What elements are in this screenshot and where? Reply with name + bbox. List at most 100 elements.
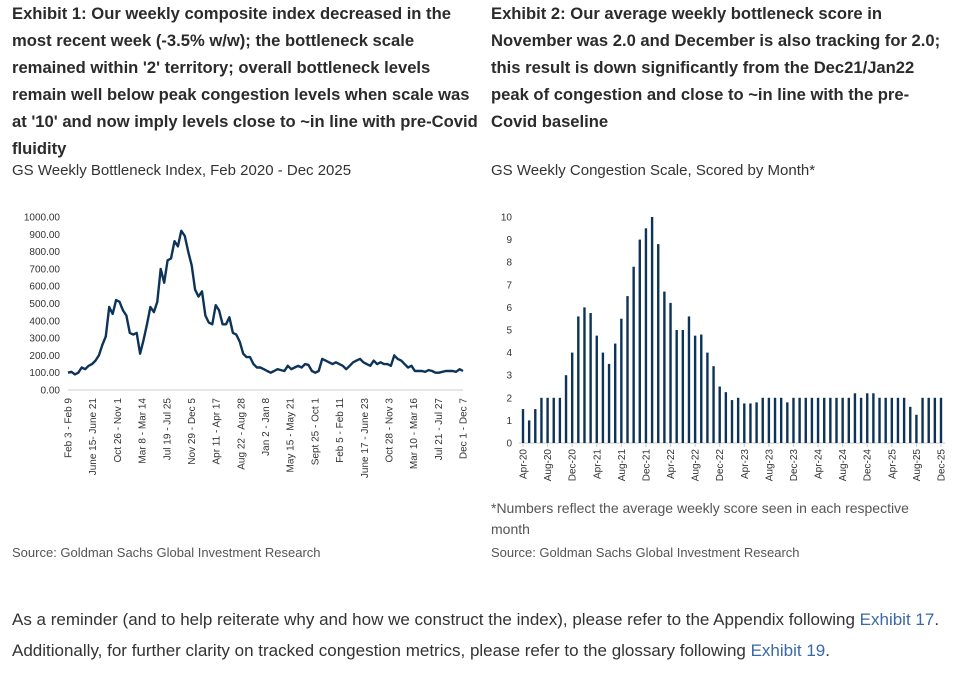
congestion-bar bbox=[601, 352, 605, 443]
exhibit-17-link[interactable]: Exhibit 17 bbox=[859, 610, 935, 629]
congestion-bar bbox=[614, 343, 617, 443]
congestion-bar bbox=[859, 397, 863, 443]
y-tick-label: 100.00 bbox=[29, 368, 60, 379]
congestion-bar bbox=[527, 420, 531, 443]
congestion-bar bbox=[620, 318, 623, 443]
x-tick-label: Aug 22 - Aug 28 bbox=[236, 398, 247, 470]
congestion-bar bbox=[546, 397, 549, 443]
x-tick-label: Dec-24 bbox=[863, 449, 874, 482]
exhibit1-heading: Exhibit 1: Our weekly composite index de… bbox=[12, 4, 478, 158]
congestion-bar bbox=[872, 393, 875, 443]
x-tick-label: Aug-22 bbox=[691, 449, 702, 482]
bottleneck-index-line-chart: 0.00 100.00 200.00 300.00 400.00 500.00 600.00… bbox=[24, 213, 470, 479]
exhibit2-footnote: *Numbers reflect the average weekly scor… bbox=[491, 500, 909, 537]
paragraph-text: . Additionally, for further clarity on t… bbox=[12, 610, 940, 660]
x-tick-label: Dec-20 bbox=[568, 449, 579, 482]
congestion-bar bbox=[761, 397, 764, 443]
congestion-bar bbox=[687, 316, 691, 443]
congestion-bar bbox=[558, 397, 562, 443]
congestion-bar bbox=[589, 313, 592, 443]
congestion-bar bbox=[878, 397, 881, 443]
congestion-bar bbox=[706, 352, 709, 443]
congestion-bar bbox=[681, 330, 685, 443]
congestion-bar bbox=[570, 352, 574, 443]
congestion-bar bbox=[847, 397, 850, 443]
exhibit1-source: Source: Goldman Sachs Global Investment … bbox=[12, 545, 321, 560]
x-tick-label: May 15 - May 21 bbox=[286, 398, 297, 473]
congestion-bar bbox=[534, 409, 537, 443]
x-tick-label: Dec-23 bbox=[789, 449, 800, 482]
congestion-bar bbox=[663, 291, 666, 443]
congestion-bar bbox=[902, 397, 906, 443]
congestion-bar bbox=[853, 393, 857, 443]
y-tick-label: 0.00 bbox=[41, 386, 61, 397]
x-tick-label: Sept 25 - Oct 1 bbox=[310, 398, 321, 466]
y-tick-label: 900.00 bbox=[29, 230, 60, 241]
x-tick-label: Oct 28 - Nov 3 bbox=[384, 398, 395, 463]
congestion-bar bbox=[767, 397, 771, 443]
y-tick-label: 2 bbox=[506, 393, 512, 404]
x-tick-label: Feb 3 - Feb 9 bbox=[64, 398, 75, 458]
congestion-bar bbox=[755, 402, 758, 443]
y-tick-label: 200.00 bbox=[29, 351, 60, 362]
exhibit2-subtitle: GS Weekly Congestion Scale, Scored by Mo… bbox=[491, 162, 816, 179]
x-tick-label: Jan 2 - Jan 8 bbox=[261, 398, 272, 456]
congestion-bar bbox=[552, 397, 555, 443]
congestion-bar bbox=[743, 403, 746, 443]
x-tick-label: Jul 21 - Jul 27 bbox=[434, 398, 445, 461]
congestion-bar bbox=[866, 393, 869, 443]
y-tick-label: 6 bbox=[506, 303, 512, 314]
congestion-bar bbox=[657, 244, 660, 443]
x-tick-label: Apr-22 bbox=[666, 449, 677, 479]
congestion-bar bbox=[816, 397, 820, 443]
exhibit1-subtitle: GS Weekly Bottleneck Index, Feb 2020 - D… bbox=[12, 162, 352, 179]
congestion-bar bbox=[927, 397, 930, 443]
x-tick-label: Apr 11 - Apr 17 bbox=[212, 398, 223, 465]
y-tick-label: 5 bbox=[506, 326, 512, 337]
congestion-bar bbox=[779, 397, 783, 443]
x-tick-label: Aug-20 bbox=[543, 449, 554, 482]
x-tick-label: Apr-20 bbox=[519, 449, 530, 479]
x-tick-label: Apr-24 bbox=[814, 449, 825, 479]
x-tick-label: Apr-25 bbox=[887, 449, 898, 479]
congestion-bar bbox=[521, 409, 525, 443]
congestion-bar bbox=[909, 406, 912, 443]
y-tick-label: 3 bbox=[506, 371, 512, 382]
x-tick-label: Apr-23 bbox=[740, 449, 751, 479]
y-tick-label: 8 bbox=[506, 258, 512, 269]
exhibit-19-link[interactable]: Exhibit 19 bbox=[750, 641, 826, 660]
congestion-bar bbox=[700, 334, 703, 443]
congestion-bar bbox=[841, 397, 844, 443]
x-tick-label: Dec-21 bbox=[641, 449, 652, 482]
congestion-bar bbox=[540, 397, 543, 443]
congestion-bar bbox=[730, 400, 734, 443]
congestion-bar bbox=[915, 414, 918, 443]
congestion-bar bbox=[786, 402, 789, 443]
y-tick-label: 400.00 bbox=[29, 316, 60, 327]
congestion-bar bbox=[884, 397, 887, 443]
x-tick-label: Dec 1 - Dec 7 bbox=[459, 398, 470, 460]
x-tick-label: Aug-23 bbox=[764, 449, 775, 482]
congestion-bar bbox=[749, 403, 752, 443]
congestion-bar bbox=[835, 397, 838, 443]
congestion-bar bbox=[890, 397, 894, 443]
paragraph-text: . bbox=[825, 641, 830, 660]
congestion-bar bbox=[736, 397, 740, 443]
y-tick-label: 9 bbox=[506, 235, 512, 246]
y-tick-label: 4 bbox=[506, 348, 512, 359]
congestion-bar bbox=[724, 392, 728, 443]
exhibit2-source: Source: Goldman Sachs Global Investment … bbox=[491, 545, 800, 560]
congestion-bar bbox=[810, 397, 814, 443]
congestion-bar bbox=[564, 375, 568, 443]
x-tick-label: Mar 8 - Mar 14 bbox=[138, 398, 149, 464]
congestion-bar bbox=[693, 335, 697, 443]
congestion-scale-bar-chart: 0 1 2 3 4 5 6 7 8 9 10 Apr-20 Aug-20 Dec-20 Apr-21 Aug-… bbox=[501, 213, 948, 482]
x-tick-label: Dec-22 bbox=[715, 449, 726, 482]
congestion-bar bbox=[798, 397, 801, 443]
y-tick-label: 1 bbox=[506, 416, 512, 427]
congestion-bar bbox=[804, 397, 807, 443]
paragraph-text: As a reminder (and to help reiterate why… bbox=[12, 610, 860, 629]
congestion-bar bbox=[650, 217, 654, 443]
x-tick-label: Jul 19 - Jul 25 bbox=[162, 398, 173, 461]
congestion-bar bbox=[921, 397, 924, 443]
